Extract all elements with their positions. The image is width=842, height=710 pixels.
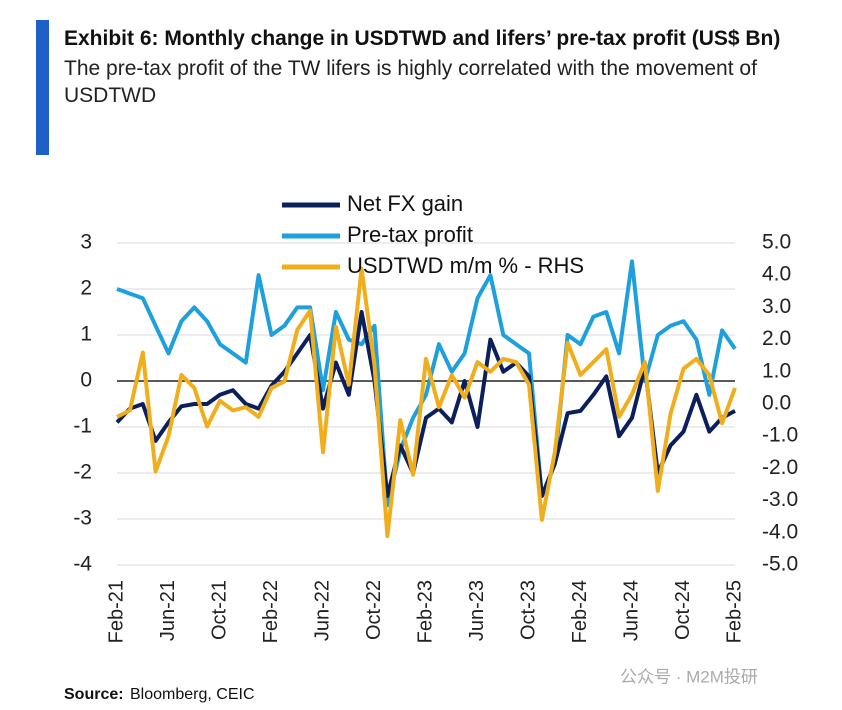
y2-tick-label: -2.0 [762,456,798,479]
y-tick-label: 1 [80,323,92,346]
header: Exhibit 6: Monthly change in USDTWD and … [64,27,781,107]
x-tick-label: Oct-21 [208,580,230,640]
x-tick-label: Feb-23 [414,580,436,643]
x-tick-label: Jun-21 [157,580,179,641]
accent-bar [36,20,49,155]
series-line [116,266,737,538]
watermark: 公众号 · M2M投研 [620,667,758,686]
chart-title: Exhibit 6: Monthly change in USDTWD and … [64,27,781,50]
y-tick-label: -1 [73,415,92,438]
y2-tick-label: -3.0 [762,488,798,511]
x-tick-label: Jun-24 [620,580,642,641]
y-tick-label: -4 [73,553,92,576]
y-tick-label: -2 [73,461,92,484]
x-tick-label: Jun-23 [466,580,488,641]
y2-tick-label: 3.0 [762,295,791,318]
y-tick-label: 0 [80,369,92,392]
y2-tick-label: 2.0 [762,327,791,350]
y2-tick-label: -5.0 [762,553,798,576]
x-tick-label: Feb-21 [105,580,127,643]
plot: -4 -3 -2 -1 0 1 2 3 -5.0 -4.0 -3.0 -2.0 -1.0 0.0 1.0 2.… [73,191,798,644]
x-tick-label: Feb-22 [260,580,282,643]
y2-tick-label: 4.0 [762,263,791,286]
y2-tick-label: 5.0 [762,231,791,254]
source-label: Source: [64,686,124,703]
source: Bloomberg, CEIC [130,686,255,703]
x-tick-label: Feb-24 [569,580,591,643]
y2-tick-label: 1.0 [762,359,791,382]
x-tick-label: Oct-23 [517,580,539,640]
x-tick-label: Jun-22 [311,580,333,641]
legend-label: USDTWD m/m % - RHS [347,253,584,278]
legend-label: Net FX gain [347,191,463,216]
x-tick-label: Feb-25 [723,580,745,643]
series-line [116,259,737,508]
y2-tick-label: -4.0 [762,520,798,543]
y-tick-label: 2 [80,277,92,300]
y2-tick-label: -1.0 [762,424,798,447]
y2-tick-label: 0.0 [762,392,791,415]
y-tick-label: 3 [80,231,92,254]
x-tick-label: Oct-22 [363,580,385,640]
chart-subtitle: The pre-tax profit of the TW lifers is h… [64,57,757,107]
y-tick-label: -3 [73,507,92,530]
legend-label: Pre-tax profit [347,222,473,247]
series-line [115,310,736,498]
x-tick-label: Oct-24 [672,580,694,640]
